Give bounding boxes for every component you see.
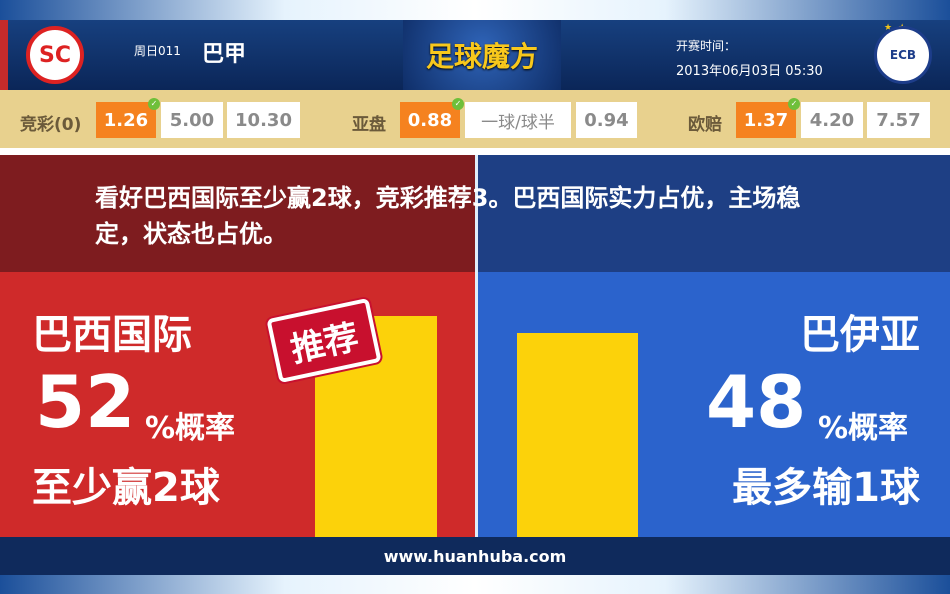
oupei-odd-loss[interactable]: 7.57 [867, 102, 930, 138]
yapan-handicap[interactable]: 一球/球半 [465, 102, 571, 138]
kickoff-time: 2013年06月03日 05:30 [676, 64, 823, 79]
check-icon: ✓ [148, 98, 160, 110]
away-percent-label: %概率 [818, 411, 909, 446]
oupei-odd-draw[interactable]: 4.20 [801, 102, 863, 138]
oupei-odd-win[interactable]: 1.37 ✓ [736, 98, 800, 138]
footer-url[interactable]: www.huanhuba.com [0, 537, 950, 575]
yapan-odd-away[interactable]: 0.94 [576, 102, 637, 138]
yapan-label: 亚盘 [352, 115, 386, 135]
odd-value: 0.88 [407, 109, 453, 131]
odd-value: 1.37 [743, 109, 789, 131]
home-team-logo: SC [26, 26, 84, 84]
away-result: 最多输1球 [732, 465, 920, 511]
odds-bar: 竞彩(0) 1.26 ✓ 5.00 10.30 亚盘 0.88 ✓ 一球/球半 0.… [0, 90, 950, 148]
jingcai-odd-loss[interactable]: 10.30 [227, 102, 300, 138]
brand-logo: 足球魔方 [403, 20, 561, 90]
jingcai-label: 竞彩(0) [20, 115, 82, 135]
home-team-name: 巴西国际 [32, 312, 192, 358]
home-percent: 52 [35, 360, 136, 444]
jingcai-odd-win[interactable]: 1.26 ✓ [96, 98, 160, 138]
home-percent-label: %概率 [145, 411, 236, 446]
away-team-name: 巴伊亚 [800, 312, 920, 358]
home-result: 至少赢2球 [32, 465, 220, 511]
yapan-odd-home[interactable]: 0.88 ✓ [400, 98, 464, 138]
league-name: 巴甲 [202, 42, 247, 67]
message-bg-away [478, 155, 950, 272]
bottom-band [0, 575, 950, 594]
oupei-label: 欧赔 [688, 115, 722, 135]
league-code: 周日011 [134, 44, 181, 58]
odd-value: 1.26 [103, 109, 149, 131]
recommendation-text: 看好巴西国际至少赢2球，竞彩推荐3。巴西国际实力占优，主场稳定，状态也占优。 [95, 184, 801, 248]
away-probability-bar [517, 333, 638, 537]
kickoff-label: 开赛时间： [676, 39, 737, 53]
check-icon: ✓ [788, 98, 800, 110]
away-team-logo: ECB [874, 26, 932, 84]
match-header: SC 周日011 巴甲 足球魔方 开赛时间： 2013年06月03日 05:30… [0, 20, 950, 90]
message-bg-home [0, 155, 475, 272]
top-band [0, 0, 950, 20]
divider [0, 148, 950, 155]
away-percent: 48 [706, 360, 807, 444]
jingcai-odd-draw[interactable]: 5.00 [161, 102, 223, 138]
check-icon: ✓ [452, 98, 464, 110]
